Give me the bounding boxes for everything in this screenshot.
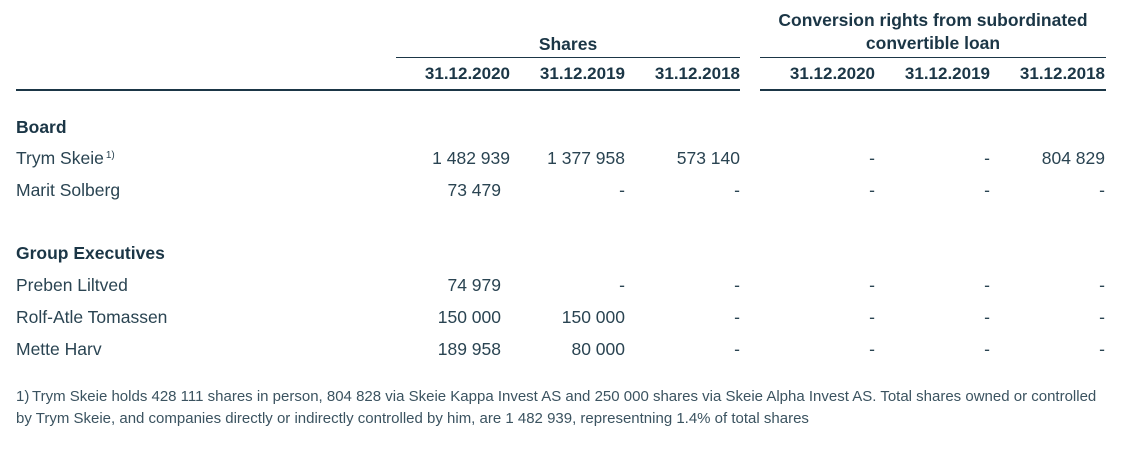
shares-group-rule bbox=[396, 57, 740, 58]
row-label-rolf-atle-tomassen: Rolf-Atle Tomassen bbox=[16, 307, 168, 327]
header-rule-left bbox=[16, 89, 740, 91]
cell-rolf-conv-2020: - bbox=[869, 307, 875, 327]
cell-trym-conv-2020: - bbox=[869, 148, 875, 168]
cell-rolf-conv-2019: - bbox=[984, 307, 990, 327]
cell-rolf-shares-2018: - bbox=[734, 307, 740, 327]
cell-marit-shares-2018: - bbox=[734, 180, 740, 200]
cell-mette-shares-2018: - bbox=[734, 339, 740, 359]
cell-preben-shares-2019: - bbox=[619, 275, 625, 295]
row-label-trym-skeie: Trym Skeie 1) bbox=[16, 148, 115, 169]
cell-trym-conv-2018: 804 829 bbox=[1041, 148, 1105, 168]
cell-preben-shares-2018: - bbox=[734, 275, 740, 295]
cell-trym-shares-2018: 573 140 bbox=[676, 148, 740, 168]
cell-rolf-shares-2019: 150 000 bbox=[561, 307, 625, 327]
shares-group-header: Shares bbox=[538, 34, 598, 54]
date-header-shares-2019: 31.12.2019 bbox=[539, 64, 625, 83]
cell-rolf-shares-2020: 150 000 bbox=[437, 307, 501, 327]
cell-marit-shares-2020: 73 479 bbox=[447, 180, 501, 200]
cell-mette-shares-2020: 189 958 bbox=[437, 339, 501, 359]
cell-marit-shares-2019: - bbox=[619, 180, 625, 200]
footnote: 1) Trym Skeie holds 428 111 shares in per… bbox=[16, 386, 1106, 430]
section-title-board: Board bbox=[16, 117, 67, 137]
cell-marit-conv-2018: - bbox=[1099, 180, 1105, 200]
cell-mette-conv-2018: - bbox=[1099, 339, 1105, 359]
cell-trym-conv-2019: - bbox=[984, 148, 990, 168]
cell-marit-conv-2020: - bbox=[869, 180, 875, 200]
row-label-mette-harv: Mette Harv bbox=[16, 339, 102, 359]
footnote-ref: 1) bbox=[105, 150, 115, 161]
date-header-conversion-2020: 31.12.2020 bbox=[789, 64, 875, 83]
person-name: Trym Skeie bbox=[16, 148, 104, 168]
cell-preben-conv-2020: - bbox=[869, 275, 875, 295]
footnote-text: Trym Skeie holds 428 111 shares in perso… bbox=[16, 388, 1097, 427]
date-header-conversion-2019: 31.12.2019 bbox=[904, 64, 990, 83]
section-title-group-executives: Group Executives bbox=[16, 243, 165, 263]
date-header-shares-2018: 31.12.2018 bbox=[654, 64, 740, 83]
conversion-rights-group-header: Conversion rights from subordinated conv… bbox=[778, 10, 1088, 53]
header-rule-right bbox=[760, 89, 1106, 91]
date-header-shares-2020: 31.12.2020 bbox=[424, 64, 510, 83]
footnote-marker: 1) bbox=[16, 388, 30, 405]
date-header-conversion-2018: 31.12.2018 bbox=[1019, 64, 1105, 83]
conversion-group-rule bbox=[760, 57, 1106, 58]
cell-trym-shares-2019: 1 377 958 bbox=[547, 148, 625, 168]
cell-mette-conv-2020: - bbox=[869, 339, 875, 359]
cell-trym-shares-2020: 1 482 939 bbox=[432, 148, 510, 168]
cell-preben-conv-2018: - bbox=[1099, 275, 1105, 295]
cell-mette-conv-2019: - bbox=[984, 339, 990, 359]
cell-rolf-conv-2018: - bbox=[1099, 307, 1105, 327]
cell-preben-conv-2019: - bbox=[984, 275, 990, 295]
row-label-marit-solberg: Marit Solberg bbox=[16, 180, 121, 200]
row-label-preben-liltved: Preben Liltved bbox=[16, 275, 128, 295]
cell-mette-shares-2019: 80 000 bbox=[571, 339, 625, 359]
cell-preben-shares-2020: 74 979 bbox=[447, 275, 501, 295]
cell-marit-conv-2019: - bbox=[984, 180, 990, 200]
